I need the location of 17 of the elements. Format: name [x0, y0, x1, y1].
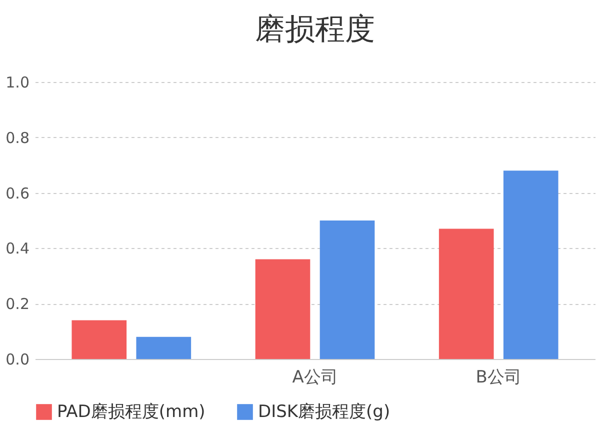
- y-tick-label: 0.4: [6, 240, 30, 258]
- bar: [438, 228, 494, 359]
- y-tick-label: 0.2: [6, 295, 30, 314]
- x-tick-label: B公司: [476, 368, 522, 388]
- bar: [320, 220, 375, 359]
- legend-label: PAD磨损程度(mm): [57, 402, 206, 422]
- y-tick-label: 0.6: [6, 184, 30, 202]
- bar: [503, 170, 558, 359]
- bar: [255, 259, 310, 359]
- bar: [136, 336, 192, 359]
- y-tick-label: 0.8: [6, 128, 30, 147]
- chart-title: 磨损程度: [255, 12, 375, 47]
- y-tick-label: 0.0: [6, 350, 30, 368]
- x-tick-label: A公司: [292, 368, 338, 388]
- legend-label: DISK磨损程度(g): [258, 402, 390, 422]
- y-tick-label: 1.0: [6, 74, 30, 92]
- bar: [72, 320, 127, 359]
